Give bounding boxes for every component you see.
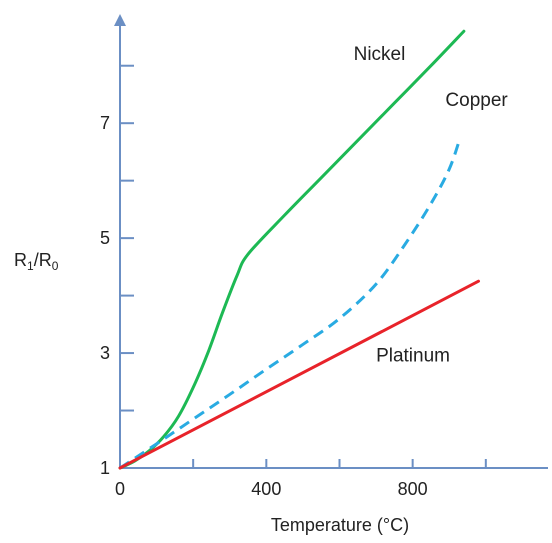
x-tick-label: 0	[115, 479, 125, 499]
platinum-line	[118, 279, 480, 470]
y-tick-label: 3	[100, 343, 110, 363]
series-layer	[118, 29, 480, 470]
x-ticks: 0 400 800	[115, 459, 487, 499]
x-axis-title: Temperature (°C)	[271, 515, 409, 535]
x-tick-label: 400	[251, 479, 281, 499]
y-axis-title-sep: /R	[34, 250, 52, 270]
y-axis-title-sub2: 0	[52, 259, 59, 273]
series-labels: Nickel Copper Platinum	[354, 44, 509, 367]
nickel-label: Nickel	[354, 44, 406, 65]
platinum-label: Platinum	[376, 346, 450, 367]
x-tick-label: 800	[398, 479, 428, 499]
nickel-line	[118, 29, 466, 470]
y-ticks: 1 3 5 7	[100, 64, 134, 478]
copper-label: Copper	[445, 90, 508, 111]
copper-line	[119, 137, 462, 470]
y-axis-title-sub1: 1	[27, 259, 34, 273]
y-tick-label: 7	[100, 113, 110, 133]
y-axis-arrow	[114, 14, 126, 26]
y-tick-label: 5	[100, 228, 110, 248]
y-axis-title: R1/R0	[14, 250, 59, 273]
axes	[114, 14, 548, 469]
y-tick-label: 1	[100, 458, 110, 478]
y-axis-title-main: R	[14, 250, 27, 270]
